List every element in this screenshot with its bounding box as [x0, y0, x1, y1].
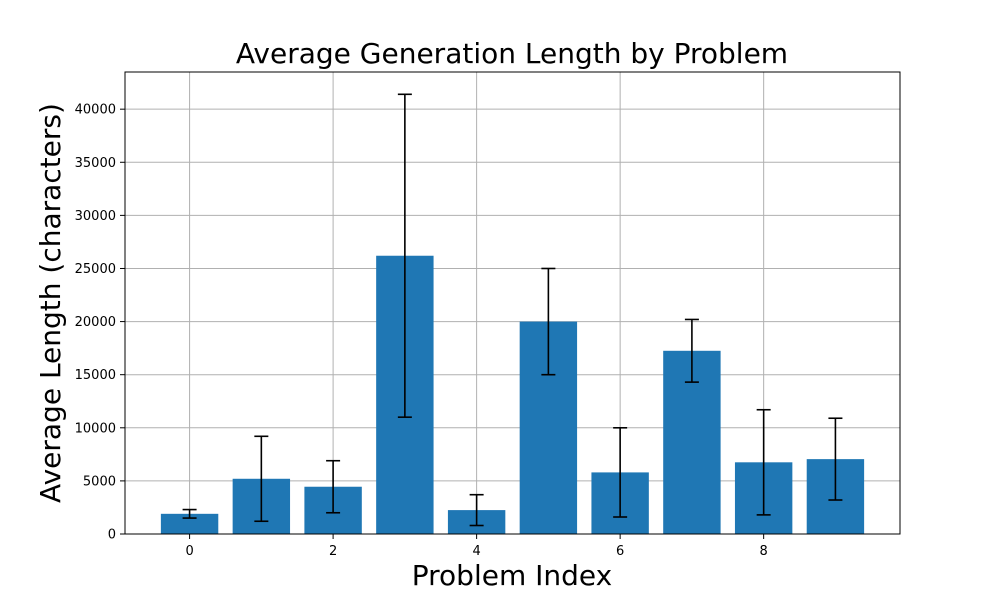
bar [160, 513, 219, 534]
x-axis-label: Problem Index [412, 559, 612, 592]
error-bar [828, 417, 843, 501]
error-bar [469, 493, 484, 527]
y-tick-label: 20000 [75, 315, 116, 330]
y-axis-label: Average Length (characters) [34, 103, 67, 503]
error-bar [613, 426, 628, 518]
y-tick-label: 5000 [83, 474, 116, 489]
x-tick-label: 6 [616, 544, 624, 559]
y-tick-label: 35000 [75, 156, 116, 171]
y-tick-label: 25000 [75, 262, 116, 277]
plot-frame [124, 71, 901, 535]
x-tick-label: 4 [472, 544, 480, 559]
error-bars [182, 93, 843, 527]
error-bar [541, 267, 556, 376]
chart-title: Average Generation Length by Problem [236, 37, 788, 70]
x-tick-label: 0 [185, 544, 193, 559]
error-bar [684, 318, 699, 383]
x-tick-label: 8 [760, 544, 768, 559]
x-axis-ticks: 0 2 4 6 8 [185, 534, 768, 559]
error-bar [182, 508, 197, 519]
x-tick-label: 2 [329, 544, 337, 559]
y-tick-label: 40000 [75, 103, 116, 118]
y-tick-label: 0 [108, 528, 116, 543]
error-bar [254, 435, 269, 523]
error-bar [397, 93, 412, 418]
error-bar [326, 459, 341, 514]
y-tick-label: 30000 [75, 209, 116, 224]
y-tick-label: 10000 [75, 421, 116, 436]
error-bar [756, 408, 771, 516]
y-axis-ticks: 0 5000 10000 15000 20000 25000 30000 35000 40000 [75, 103, 125, 543]
y-tick-label: 15000 [75, 368, 116, 383]
bars [160, 255, 865, 535]
